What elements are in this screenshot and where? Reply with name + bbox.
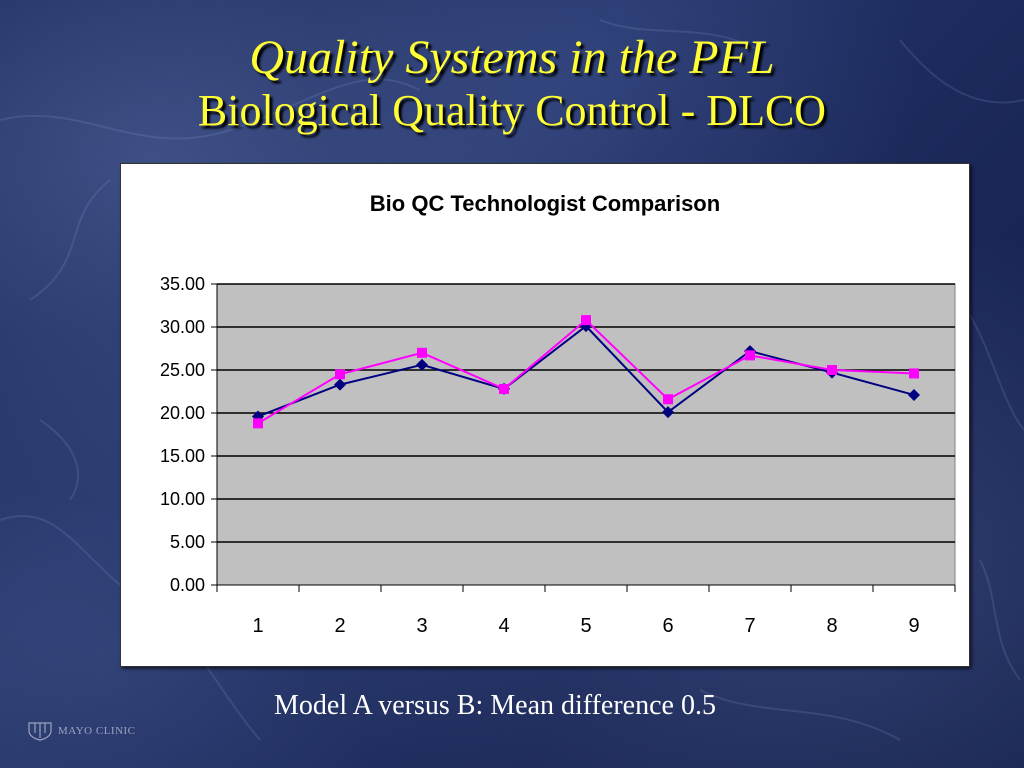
series-1-point <box>334 378 346 391</box>
series-2-point <box>253 418 263 429</box>
x-tick-label: 1 <box>252 615 263 637</box>
x-tick-label: 6 <box>662 615 673 637</box>
series-2-point <box>745 350 755 361</box>
y-tick-label: 0.00 <box>170 575 205 595</box>
mayo-shield-icon <box>28 722 52 741</box>
x-tick-label: 5 <box>580 615 591 637</box>
x-tick-label: 8 <box>826 615 837 637</box>
x-tick-label: 7 <box>744 615 755 637</box>
series-2-point <box>581 315 591 326</box>
series-1-point <box>662 406 674 419</box>
series-2-point <box>335 369 345 380</box>
chart-title: Bio QC Technologist Comparison <box>370 191 720 216</box>
series-2-point <box>663 394 673 405</box>
series-1-point <box>416 358 428 371</box>
x-tick-label: 4 <box>498 615 509 637</box>
y-tick-label: 10.00 <box>160 489 205 509</box>
series-1-point <box>908 388 920 401</box>
y-tick-label: 30.00 <box>160 317 205 337</box>
slide-header: Quality Systems in the PFL Biological Qu… <box>0 30 1024 136</box>
series-2-point <box>417 347 427 358</box>
plot-area <box>216 283 956 586</box>
x-tick-label: 3 <box>416 615 427 637</box>
series-2-point <box>909 368 919 379</box>
slide-caption: Model A versus B: Mean difference 0.5 <box>274 690 716 721</box>
y-tick-label: 15.00 <box>160 446 205 466</box>
logo-text: MAYO CLINIC <box>58 725 136 737</box>
slide-subtitle: Biological Quality Control - DLCO <box>197 86 827 135</box>
slide-title: Quality Systems in the PFL <box>249 31 775 84</box>
line-chart: Bio QC Technologist Comparison 0.00 5.00 1… <box>160 191 956 637</box>
x-tick-label: 9 <box>908 615 919 637</box>
y-tick-label: 35.00 <box>160 274 205 294</box>
x-tick-label: 2 <box>334 615 345 637</box>
mayo-clinic-logo: MAYO CLINIC <box>26 720 136 742</box>
y-tick-label: 20.00 <box>160 403 205 423</box>
y-tick-label: 25.00 <box>160 360 205 380</box>
y-tick-label: 5.00 <box>170 532 205 552</box>
series-2-point <box>827 365 837 375</box>
series-2-point <box>499 383 509 394</box>
chart-panel: Bio QC Technologist Comparison 0.00 5.00 1… <box>120 163 970 667</box>
